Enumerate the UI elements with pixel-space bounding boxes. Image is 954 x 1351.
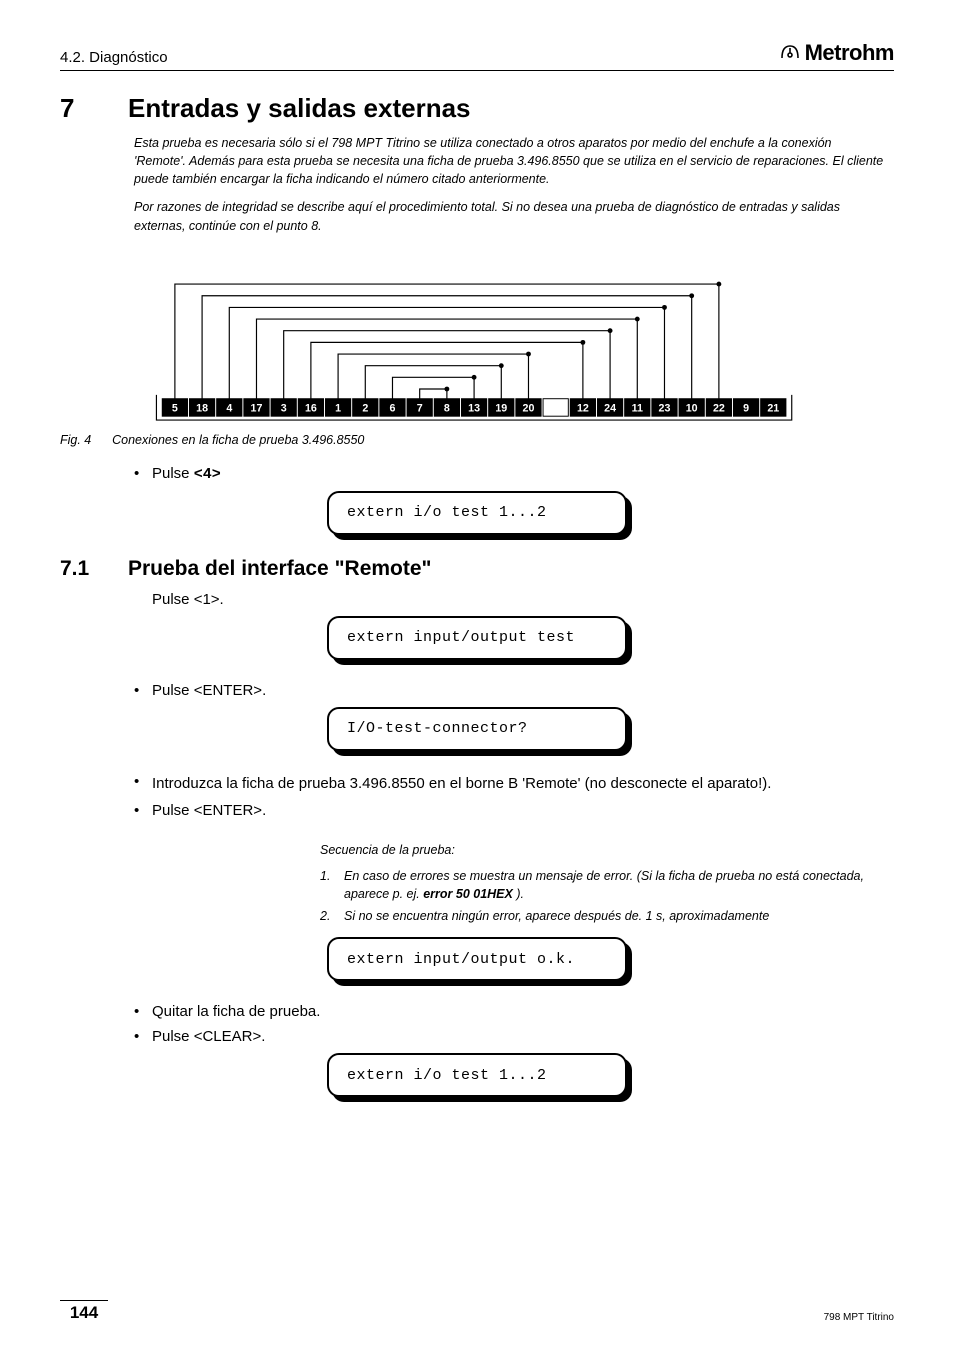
svg-text:13: 13	[468, 402, 480, 414]
svg-text:6: 6	[390, 402, 396, 414]
svg-text:12: 12	[577, 402, 589, 414]
svg-text:2: 2	[362, 402, 368, 414]
svg-text:24: 24	[604, 402, 616, 414]
section-7-intro-2: Por razones de integridad se describe aq…	[134, 198, 884, 234]
bullet-icon: •	[134, 773, 152, 790]
svg-text:8: 8	[444, 402, 450, 414]
step-clear: • Pulse <CLEAR>.	[134, 1028, 894, 1045]
svg-text:17: 17	[251, 402, 263, 414]
lcd-3-text: I/O-test-connector?	[327, 707, 627, 751]
lcd-2-text: extern input/output test	[327, 616, 627, 660]
page-footer: 144 798 MPT Titrino	[60, 1300, 894, 1323]
svg-text:16: 16	[305, 402, 317, 414]
step-enter-2-key: <ENTER>	[194, 802, 262, 819]
sequence-item-1-error: error 50 01HEX	[423, 887, 513, 901]
section-7-number: 7	[60, 93, 100, 124]
brand-logo: Metrohm	[779, 40, 894, 66]
step-remove-card-text: Quitar la ficha de prueba.	[152, 1003, 320, 1020]
bullet-icon: •	[134, 465, 152, 482]
svg-text:5: 5	[172, 402, 178, 414]
sequence-title: Secuencia de la prueba:	[320, 843, 894, 857]
step-remove-card: • Quitar la ficha de prueba.	[134, 1003, 894, 1020]
lcd-4-text: extern input/output o.k.	[327, 937, 627, 981]
metrohm-icon	[779, 42, 801, 65]
section-7-1-number: 7.1	[60, 557, 106, 581]
lcd-display-3: I/O-test-connector?	[327, 707, 627, 751]
sequence-item-1: 1. En caso de errores se muestra un mens…	[320, 867, 894, 903]
svg-text:10: 10	[686, 402, 698, 414]
section-7-intro-1: Esta prueba es necesaria sólo si el 798 …	[134, 134, 884, 188]
sequence-item-1-b: ).	[513, 887, 524, 901]
step-pulse-4: • Pulse <4>	[134, 465, 894, 483]
step-insert-card: • Introduzca la ficha de prueba 3.496.85…	[134, 773, 894, 794]
step-enter-1-prefix: Pulse	[152, 682, 194, 699]
step-enter-1-key: <ENTER>	[194, 682, 262, 699]
lcd-display-5: extern i/o test 1...2	[327, 1053, 627, 1097]
svg-text:22: 22	[713, 402, 725, 414]
step-enter-2-prefix: Pulse	[152, 802, 194, 819]
lcd-display-1: extern i/o test 1...2	[327, 491, 627, 535]
svg-text:4: 4	[226, 402, 232, 414]
sequence-item-2: 2. Si no se encuentra ningún error, apar…	[320, 907, 894, 925]
section-7-title: 7 Entradas y salidas externas	[60, 93, 894, 124]
sequence-item-2-text: Si no se encuentra ningún error, aparece…	[344, 907, 769, 925]
step-insert-card-text: Introduzca la ficha de prueba 3.496.8550…	[152, 773, 771, 794]
svg-text:11: 11	[632, 402, 643, 414]
lcd-5-text: extern i/o test 1...2	[327, 1053, 627, 1097]
svg-text:19: 19	[495, 402, 507, 414]
figure-4-caption: Fig. 4 Conexiones en la ficha de prueba …	[60, 433, 894, 447]
header-section-path: 4.2. Diagnóstico	[60, 49, 168, 66]
svg-text:7: 7	[417, 402, 423, 414]
svg-text:21: 21	[767, 402, 779, 414]
test-sequence: Secuencia de la prueba: 1. En caso de er…	[320, 843, 894, 925]
bullet-icon: •	[134, 802, 152, 819]
step-enter-1: • Pulse <ENTER>.	[134, 682, 894, 699]
step-pulse-4-key: <4>	[194, 466, 221, 483]
brand-logo-text: Metrohm	[805, 40, 894, 66]
sequence-item-1-a: En caso de errores se muestra un mensaje…	[344, 869, 864, 901]
step-enter-1-suffix: .	[262, 682, 266, 699]
svg-text:18: 18	[196, 402, 208, 414]
page-number: 144	[60, 1300, 108, 1323]
section-7-heading: Entradas y salidas externas	[128, 93, 471, 124]
step-clear-prefix: Pulse	[152, 1028, 194, 1045]
step-pulse-4-prefix: Pulse	[152, 465, 194, 482]
section-7-1-title: 7.1 Prueba del interface "Remote"	[60, 557, 894, 581]
footer-doc-title: 798 MPT Titrino	[824, 1312, 894, 1323]
step-clear-suffix: .	[261, 1028, 265, 1045]
connector-diagram: 51841731612678131920122411231022921	[60, 253, 894, 423]
figure-label: Fig. 4	[60, 433, 91, 447]
lcd-display-4: extern input/output o.k.	[327, 937, 627, 981]
svg-text:3: 3	[281, 402, 287, 414]
svg-text:23: 23	[659, 402, 671, 414]
bullet-icon: •	[134, 1003, 152, 1020]
figure-caption-text: Conexiones en la ficha de prueba 3.496.8…	[112, 433, 364, 447]
svg-text:1: 1	[335, 402, 341, 414]
step-pulse-1: Pulse <1>.	[152, 591, 894, 608]
svg-text:9: 9	[743, 402, 749, 414]
lcd-display-2: extern input/output test	[327, 616, 627, 660]
connector-diagram-svg: 51841731612678131920122411231022921	[132, 253, 822, 423]
section-7-1-heading: Prueba del interface "Remote"	[128, 557, 432, 581]
step-enter-2: • Pulse <ENTER>.	[134, 802, 894, 819]
step-clear-key: <CLEAR>	[194, 1028, 262, 1045]
bullet-icon: •	[134, 1028, 152, 1045]
step-enter-2-suffix: .	[262, 802, 266, 819]
svg-text:20: 20	[523, 402, 535, 414]
page-header: 4.2. Diagnóstico Metrohm	[60, 40, 894, 71]
lcd-1-text: extern i/o test 1...2	[327, 491, 627, 535]
bullet-icon: •	[134, 682, 152, 699]
